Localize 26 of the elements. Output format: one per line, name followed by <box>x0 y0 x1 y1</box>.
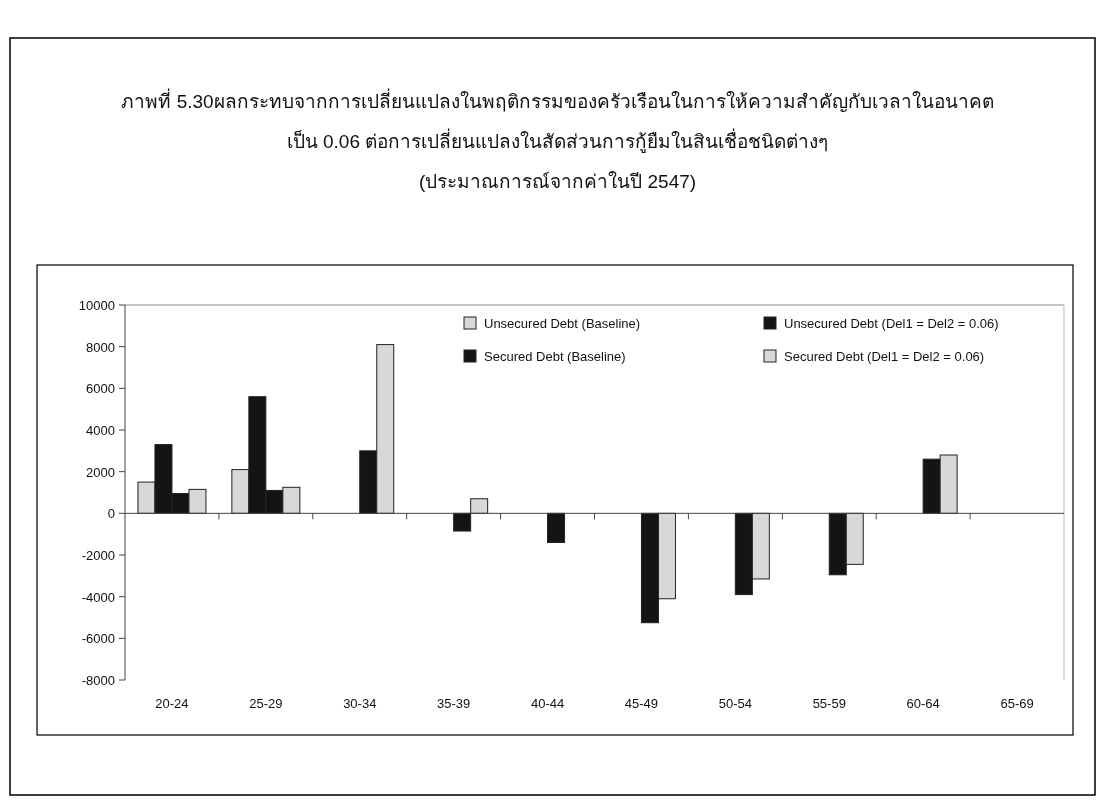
x-tick-label: 65-69 <box>1000 696 1034 711</box>
y-tick-label: -2000 <box>81 548 115 563</box>
x-tick-label: 50-54 <box>718 696 752 711</box>
y-tick-label: 6000 <box>86 381 115 397</box>
legend-label: Secured Debt (Baseline) <box>484 349 626 364</box>
x-tick-label: 60-64 <box>906 696 940 711</box>
legend-label: Unsecured Debt (Baseline) <box>484 316 641 331</box>
x-tick-label: 45-49 <box>624 696 659 711</box>
x-tick-label: 40-44 <box>530 696 565 711</box>
bar <box>547 512 566 543</box>
y-tick-label: 10000 <box>78 298 115 313</box>
y-tick-label: 4000 <box>86 423 115 438</box>
legend-label: Unsecured Debt (Del1 = Del2 = 0.06) <box>784 316 999 331</box>
y-tick-label: 0 <box>107 506 115 522</box>
legend-label: Secured Debt (Del1 = Del2 = 0.06) <box>784 349 985 364</box>
x-tick-label: 55-59 <box>812 696 846 711</box>
x-tick-label: 30-34 <box>343 696 377 711</box>
x-tick-label: 35-39 <box>437 696 471 711</box>
y-tick-label: -8000 <box>81 673 115 688</box>
y-tick-label: -4000 <box>81 589 115 605</box>
y-tick-label: 8000 <box>86 339 115 355</box>
x-tick-label: 20-24 <box>155 696 189 711</box>
y-tick-label: 2000 <box>86 464 115 480</box>
x-tick-label: 25-29 <box>249 696 283 711</box>
y-tick-label: -6000 <box>81 631 115 647</box>
subtitle: (ประมาณการณ์จากค่าในปี 2547) <box>418 171 697 192</box>
